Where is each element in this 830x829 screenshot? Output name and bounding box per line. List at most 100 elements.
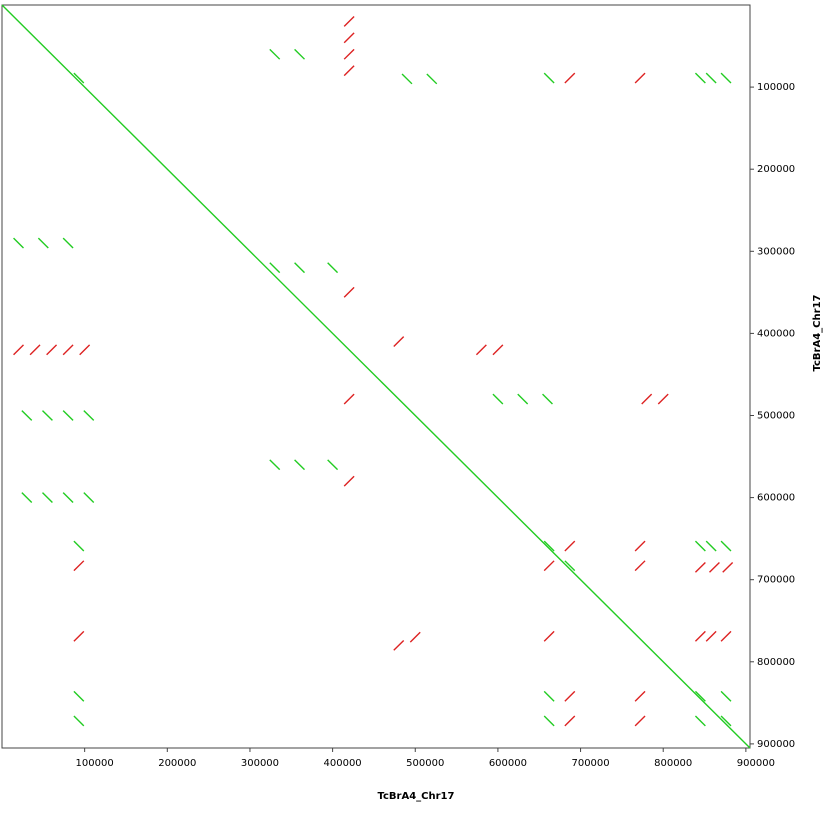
match-segment: [294, 459, 305, 471]
match-segment: [657, 393, 669, 405]
match-segment: [46, 344, 58, 356]
x-tick-label: 800000: [654, 758, 692, 769]
match-segment: [73, 630, 85, 642]
match-segment: [343, 32, 355, 44]
match-segment: [343, 286, 355, 298]
x-axis-title: TcBrA4_Chr17: [378, 791, 455, 802]
match-segment: [343, 393, 355, 405]
match-segment: [29, 344, 41, 356]
match-segment: [694, 561, 706, 573]
match-segment: [343, 475, 355, 487]
match-segment: [343, 48, 355, 60]
match-segment: [705, 540, 717, 552]
match-segment: [705, 72, 717, 84]
match-segment: [73, 560, 85, 572]
match-segment: [13, 237, 24, 249]
match-segment: [709, 561, 720, 573]
y-tick-label: 500000: [757, 410, 795, 421]
match-segment: [42, 492, 53, 504]
match-segment: [705, 630, 717, 642]
match-segment: [1, 4, 751, 749]
match-segment: [492, 393, 504, 405]
x-tick-label: 300000: [241, 758, 279, 769]
match-segment: [543, 715, 555, 727]
x-tick-label: 100000: [76, 758, 114, 769]
match-segment: [543, 540, 555, 552]
y-tick-label: 300000: [757, 246, 795, 257]
match-segment: [720, 540, 732, 552]
match-segment: [694, 72, 706, 84]
match-segment: [327, 262, 339, 274]
match-segment: [543, 630, 555, 642]
match-segment: [564, 560, 576, 572]
match-segment: [475, 344, 487, 356]
y-tick-label: 900000: [757, 739, 795, 750]
match-segment: [694, 630, 706, 642]
match-segment: [543, 690, 555, 702]
match-segment: [694, 715, 706, 727]
match-segment: [401, 73, 413, 85]
y-tick-label: 200000: [757, 164, 795, 175]
match-segment: [269, 262, 281, 274]
match-segment: [79, 344, 91, 356]
match-segment: [294, 48, 305, 60]
match-segment: [543, 560, 555, 572]
x-tick-label: 400000: [324, 758, 362, 769]
match-segment: [694, 540, 706, 552]
match-segment: [62, 344, 74, 356]
match-segment: [42, 410, 53, 421]
match-segment: [634, 690, 646, 702]
match-segment: [13, 344, 24, 356]
match-segment: [722, 561, 734, 573]
match-segment: [62, 492, 74, 504]
match-segment: [543, 72, 555, 84]
match-segment: [634, 72, 646, 84]
match-segment: [720, 630, 732, 642]
x-tick-label: 700000: [571, 758, 609, 769]
y-tick-label: 400000: [757, 328, 795, 339]
match-segment: [542, 393, 553, 405]
match-segment: [62, 237, 74, 249]
match-segment: [21, 492, 33, 504]
match-segment: [73, 715, 85, 727]
match-segment: [720, 715, 732, 727]
match-segment: [634, 560, 646, 572]
match-segment: [564, 715, 576, 727]
y-tick-label: 100000: [757, 82, 795, 93]
y-axis-title: TcBrA4_Chr17: [812, 294, 823, 371]
match-segment: [409, 631, 421, 643]
x-tick-label: 900000: [737, 758, 775, 769]
x-tick-label: 200000: [158, 758, 196, 769]
match-segment: [269, 459, 281, 471]
match-segment: [641, 393, 653, 405]
match-segment: [720, 690, 732, 702]
match-segment: [269, 48, 281, 60]
match-segment: [393, 639, 405, 651]
match-segment: [83, 492, 95, 504]
match-segment: [564, 72, 576, 84]
match-segment: [564, 690, 576, 702]
match-segment: [426, 73, 438, 85]
match-segment: [694, 690, 706, 702]
match-segment: [73, 72, 85, 84]
match-segment: [37, 237, 49, 249]
match-segment: [21, 410, 33, 421]
match-segment: [720, 72, 732, 84]
match-segment: [83, 410, 95, 421]
match-segment: [492, 344, 504, 356]
y-tick-label: 600000: [757, 493, 795, 504]
match-segment: [294, 262, 305, 274]
x-tick-label: 500000: [406, 758, 444, 769]
match-segment: [73, 690, 85, 702]
x-tick-label: 600000: [489, 758, 527, 769]
match-segment: [634, 540, 646, 552]
y-tick-label: 700000: [757, 575, 795, 586]
match-segment: [393, 336, 405, 348]
match-segment: [517, 393, 529, 405]
match-segment: [564, 540, 576, 552]
match-segment: [343, 65, 355, 77]
match-segment: [634, 715, 646, 727]
match-segment: [73, 540, 85, 552]
match-segment: [62, 410, 74, 421]
